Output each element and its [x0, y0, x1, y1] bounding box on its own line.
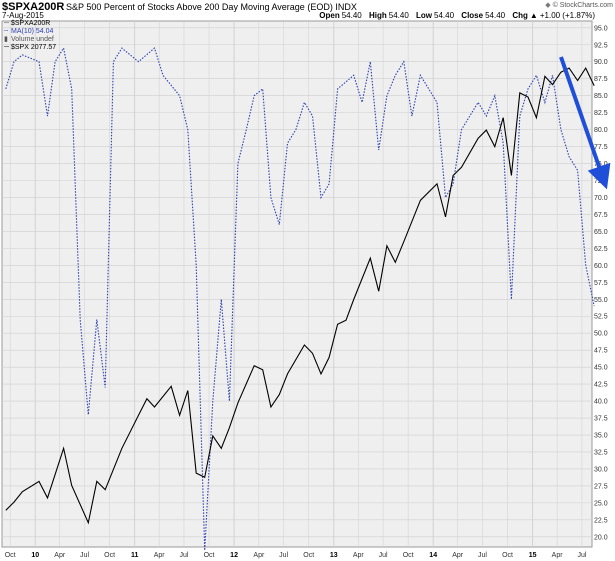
high-value: 54.40: [388, 11, 409, 20]
y-tick-label: 80.0: [594, 127, 608, 134]
x-tick-label: Apr: [54, 552, 66, 559]
x-tick-label: 11: [131, 552, 139, 559]
y-tick-label: 57.5: [594, 280, 608, 287]
y-tick-label: 60.0: [594, 263, 608, 270]
legend-main-swatch: ─: [4, 20, 9, 27]
x-tick-label: Oct: [5, 552, 16, 559]
y-tick-label: 27.5: [594, 483, 608, 490]
close-label: Close: [461, 11, 484, 20]
x-tick-label: Jul: [179, 552, 188, 559]
legend-spx: ─ $SPX 2077.57: [4, 44, 56, 52]
chart-title: S&P 500 Percent of Stocks Above 200 Day …: [66, 2, 357, 12]
y-tick-label: 87.5: [594, 76, 608, 83]
y-tick-label: 62.5: [594, 246, 608, 253]
x-tick-label: Apr: [452, 552, 464, 559]
legend-main-label: $SPXA200R: [11, 20, 51, 27]
open-label: Open: [319, 11, 340, 20]
y-tick-label: 22.5: [594, 517, 608, 524]
high-label: High: [368, 11, 387, 20]
legend-spx-swatch: ─: [4, 44, 9, 51]
stockcharts-credit[interactable]: ◆ © StockCharts.com: [545, 1, 613, 9]
close-value: 54.40: [485, 11, 506, 20]
y-tick-label: 37.5: [594, 416, 608, 423]
x-axis-ticks: Oct 10 Apr Jul Oct 11 Apr Jul Oct 12 Apr Jul Oct 13 Ap…: [5, 552, 587, 559]
legend-spx-label: $SPX 2077.57: [11, 44, 57, 51]
y-tick-label: 40.0: [594, 399, 608, 406]
y-tick-label: 72.5: [594, 178, 608, 185]
legend-volume-label: Volume undef: [11, 36, 54, 43]
chart-header: $SPXA200R S&P 500 Percent of Stocks Abov…: [0, 0, 615, 20]
x-tick-label: Jul: [80, 552, 89, 559]
legend-volume-swatch: ▮: [4, 36, 8, 43]
down-arrow-annotation: [559, 56, 611, 190]
quote-bar: Open 54.40 High 54.40 Low 54.40 Close 54.40 …: [314, 11, 595, 20]
series-layer: [5, 46, 595, 551]
y-tick-label: 30.0: [594, 466, 608, 473]
legend-ma: ┄ MA(10) 54.04: [4, 28, 56, 36]
y-tick-label: 67.5: [594, 212, 608, 219]
y-tick-label: 52.5: [594, 314, 608, 321]
legend-ma-label: MA(10) 54.04: [11, 28, 54, 35]
x-tick-label: Oct: [303, 552, 314, 559]
y-axis-ticks: 20.0 22.5 25.0 27.5 30.0 32.5 35.0 37.5 40.0 42.5…: [594, 25, 608, 541]
x-tick-label: Apr: [154, 552, 166, 559]
y-tick-label: 47.5: [594, 348, 608, 355]
y-tick-label: 35.0: [594, 433, 608, 440]
legend-ma-swatch: ┄: [4, 28, 9, 35]
legend-volume: ▮ Volume undef: [4, 36, 56, 44]
symbol-label: $SPXA200R: [2, 1, 65, 13]
chg-label: Chg: [512, 11, 528, 20]
x-tick-label: Jul: [478, 552, 487, 559]
low-value: 54.40: [434, 11, 455, 20]
chg-value: +1.00 (+1.87%): [539, 11, 595, 20]
x-tick-label: 13: [330, 552, 338, 559]
chg-up-icon: ▲: [529, 11, 538, 20]
credit-text: © StockCharts.com: [552, 2, 613, 9]
grid-lines: [2, 21, 592, 547]
x-tick-label: Jul: [379, 552, 388, 559]
x-tick-label: Oct: [104, 552, 115, 559]
chart-date: 7-Aug-2015: [2, 11, 44, 20]
plot-area: [1, 20, 593, 548]
x-tick-label: 15: [529, 552, 537, 559]
y-tick-label: 70.0: [594, 195, 608, 202]
x-tick-label: Oct: [403, 552, 414, 559]
y-tick-label: 45.0: [594, 365, 608, 372]
low-label: Low: [416, 11, 433, 20]
y-tick-label: 32.5: [594, 449, 608, 456]
x-tick-label: Jul: [577, 552, 586, 559]
y-tick-label: 82.5: [594, 110, 608, 117]
chart-legend: ─ $SPXA200R ┄ MA(10) 54.04 ▮ Volume undef ─…: [4, 20, 56, 52]
y-tick-label: 25.0: [594, 500, 608, 507]
y-tick-label: 50.0: [594, 331, 608, 338]
x-tick-label: Apr: [552, 552, 564, 559]
x-tick-label: Jul: [279, 552, 288, 559]
y-tick-label: 92.5: [594, 42, 608, 49]
x-tick-label: Apr: [253, 552, 265, 559]
annotation-layer: [559, 56, 611, 190]
x-tick-label: Apr: [353, 552, 365, 559]
x-tick-label: Oct: [204, 552, 215, 559]
x-tick-label: Oct: [502, 552, 513, 559]
y-tick-label: 95.0: [594, 25, 608, 32]
y-tick-label: 55.0: [594, 297, 608, 304]
stockcharts-logo-icon: ◆: [545, 2, 551, 9]
open-value: 54.40: [341, 11, 362, 20]
y-tick-label: 90.0: [594, 59, 608, 66]
legend-main: ─ $SPXA200R: [4, 20, 56, 28]
y-tick-label: 65.0: [594, 229, 608, 236]
y-tick-label: 85.0: [594, 93, 608, 100]
y-tick-label: 20.0: [594, 534, 608, 541]
x-tick-label: 10: [31, 552, 39, 559]
y-tick-label: 77.5: [594, 144, 608, 151]
x-tick-label: 12: [230, 552, 238, 559]
y-tick-label: 42.5: [594, 382, 608, 389]
spx-line: [5, 66, 595, 525]
x-tick-label: 14: [429, 552, 437, 559]
